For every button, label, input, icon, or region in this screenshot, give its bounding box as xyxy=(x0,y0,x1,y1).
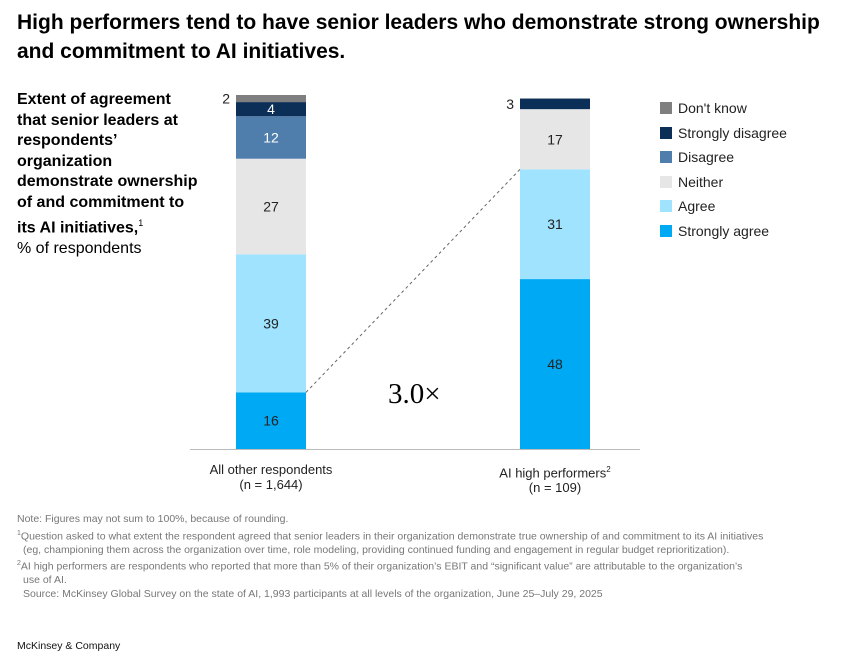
category-label: All other respondents xyxy=(209,462,333,477)
legend-item: Disagree xyxy=(660,145,787,170)
legend-item: Agree xyxy=(660,194,787,219)
fn-sup: 1 xyxy=(17,529,21,537)
legend-label: Disagree xyxy=(678,149,735,166)
bar-segment xyxy=(236,158,306,255)
brand-logo-text: McKinsey & Company xyxy=(17,640,121,652)
multiplier-label: 3.0× xyxy=(388,378,441,410)
x-label-0: All other respondents (n = 1,644) xyxy=(186,462,356,492)
source: Source: McKinsey Global Survey on the st… xyxy=(23,587,603,600)
bar-segment xyxy=(236,102,306,117)
legend-label: Neither xyxy=(678,173,724,190)
legend-label: Don't know xyxy=(678,100,747,117)
side-label-unit: % of respondents xyxy=(17,239,142,257)
legend-swatch xyxy=(660,175,672,188)
data-label: 2 xyxy=(222,91,230,107)
bar-segment xyxy=(520,98,590,110)
side-label-sup: 1 xyxy=(138,218,144,228)
legend-label: Strongly agree xyxy=(678,222,770,239)
bar-segment xyxy=(520,109,590,170)
legend-item: Strongly agree xyxy=(660,219,787,244)
note: Note: Figures may not sum to 100%, becau… xyxy=(17,513,289,525)
data-label: 48 xyxy=(547,356,563,372)
data-label: 12 xyxy=(263,129,279,145)
category-label: AI high performers xyxy=(499,465,607,481)
footnote-2: 2AI high performers are respondents who … xyxy=(17,557,847,574)
legend-label: Agree xyxy=(678,198,716,215)
data-label: 17 xyxy=(547,131,563,147)
fn-sup: 2 xyxy=(17,560,21,567)
bar-segment xyxy=(520,169,590,280)
side-label-bold: Extent of agreement that senior leaders … xyxy=(17,91,198,237)
data-label: 16 xyxy=(263,413,279,429)
legend-item: Neither xyxy=(660,170,787,195)
bar-segment xyxy=(520,279,590,449)
fn-text: Question asked to what extent the respon… xyxy=(20,530,764,542)
data-label: 3 xyxy=(506,96,514,112)
data-label: 39 xyxy=(263,315,279,331)
bar-segment xyxy=(236,116,306,159)
x-label-1: AI high performers2 (n = 109) xyxy=(470,462,640,495)
fn-text: AI high performers are respondents who r… xyxy=(20,560,743,573)
legend-item: Don't know xyxy=(660,96,787,121)
legend-swatch xyxy=(660,200,672,213)
bar-segment xyxy=(236,95,306,103)
category-sup: 2 xyxy=(606,465,611,474)
legend-label: Strongly disagree xyxy=(678,124,787,141)
category-n: (n = 109) xyxy=(528,480,582,496)
y-axis-description: Extent of agreement that senior leaders … xyxy=(17,90,202,259)
data-label: 4 xyxy=(267,101,275,117)
bar-segment xyxy=(236,254,306,393)
comparison-connector xyxy=(305,168,521,393)
footnote-1-cont: (eg, championing them across the organiz… xyxy=(23,543,730,556)
legend-swatch xyxy=(660,126,672,139)
chart-title: High performers tend to have senior lead… xyxy=(17,11,820,63)
legend-item: Strongly disagree xyxy=(660,121,787,146)
bar-segment xyxy=(236,392,306,449)
footnote-2-cont: use of AI. xyxy=(23,574,67,586)
legend-swatch xyxy=(660,151,672,164)
data-label: 31 xyxy=(547,216,563,232)
legend-swatch xyxy=(660,224,672,237)
footnote-1: 1Question asked to what extent the respo… xyxy=(17,527,847,544)
category-n: (n = 1,644) xyxy=(239,477,303,492)
footnotes: Note: Figures may not sum to 100%, becau… xyxy=(17,513,847,601)
legend-swatch xyxy=(660,102,672,115)
data-label: 27 xyxy=(263,199,279,215)
legend: Don't know Strongly disagree Disagree Neith… xyxy=(660,96,787,243)
